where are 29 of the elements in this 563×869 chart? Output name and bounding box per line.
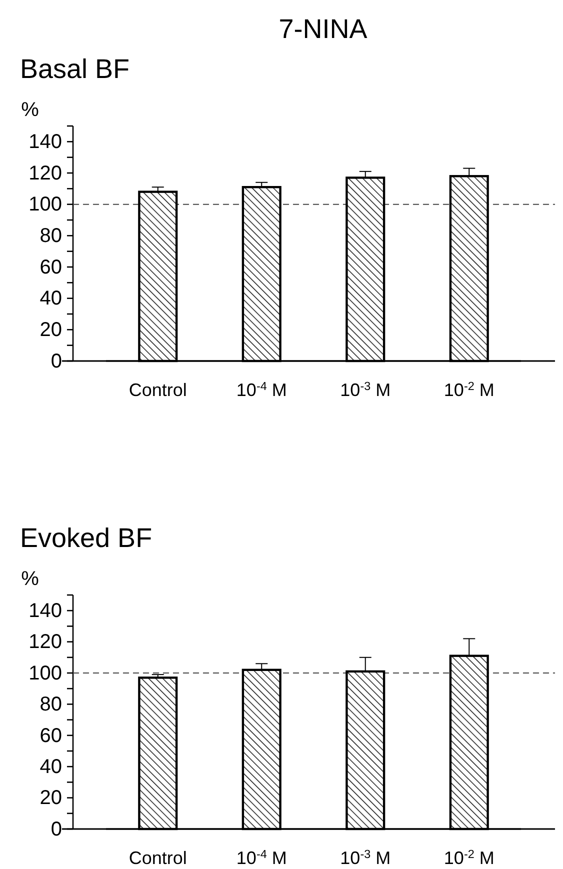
y-tick-label: 80 (40, 225, 62, 248)
y-axis-title: % (21, 99, 40, 121)
y-tick-label: 40 (40, 288, 62, 310)
y-tick-label: 60 (40, 256, 62, 278)
chart-title: 7-NINA (278, 14, 368, 44)
y-tick-label: 120 (28, 162, 62, 184)
x-tick-label: 10$^{-2}$ M (444, 380, 494, 400)
y-tick-label: 80 (40, 694, 62, 716)
x-tick-label: Control (128, 380, 187, 400)
y-tick-label: 120 (28, 631, 62, 654)
chart-title: Evoked BF (20, 523, 152, 553)
y-tick-label: 0 (50, 818, 62, 840)
y-tick-label: 100 (28, 662, 62, 684)
chart-subtitle: Basal BF (20, 54, 130, 84)
y-tick-label: 0 (50, 350, 62, 372)
y-tick-label: 40 (40, 756, 62, 778)
x-tick-label: 10$^{-3}$ M (340, 848, 391, 868)
y-tick-label: 140 (28, 600, 62, 622)
y-tick-label: 140 (28, 131, 62, 154)
x-tick-label: 10$^{-3}$ M (340, 380, 391, 400)
y-tick-label: 100 (28, 194, 62, 216)
x-tick-label: 10$^{-2}$ M (444, 848, 494, 868)
y-tick-label: 20 (40, 319, 62, 342)
y-axis-title: % (21, 568, 40, 590)
x-tick-label: 10$^{-4}$ M (236, 380, 287, 400)
x-tick-label: Control (128, 848, 187, 868)
x-tick-label: 10$^{-4}$ M (236, 848, 287, 868)
y-tick-label: 20 (40, 787, 62, 810)
y-tick-label: 60 (40, 724, 62, 747)
